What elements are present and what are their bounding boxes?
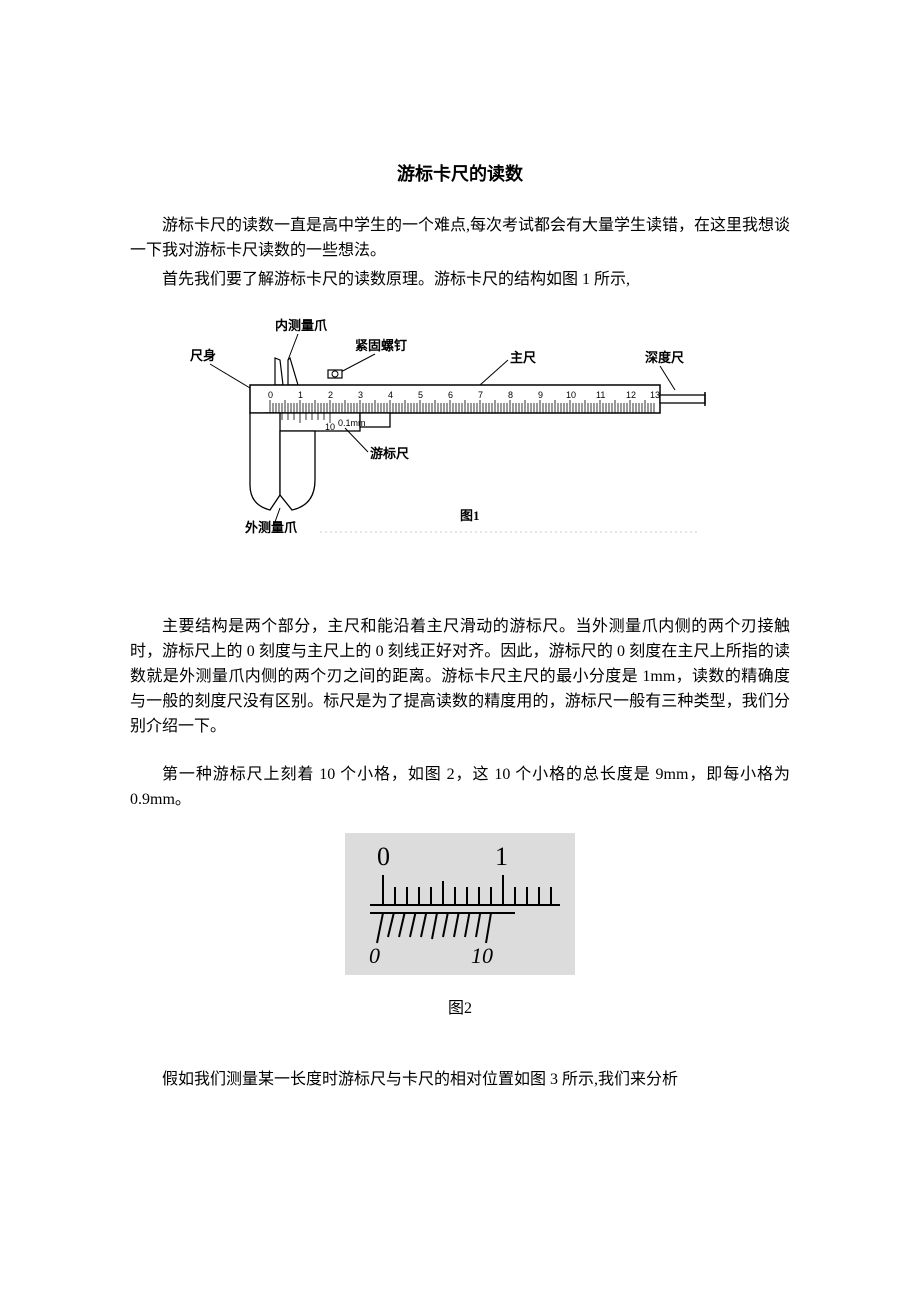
main-tick-5: 5 — [418, 390, 423, 400]
precision-label: 0.1mm — [338, 418, 366, 428]
label-outer-jaw: 外测量爪 — [244, 520, 298, 535]
figure-1: 尺身 内测量爪 紧固螺钉 主尺 深度尺 — [130, 310, 790, 545]
label-vernier-scale: 游标尺 — [370, 446, 409, 461]
page-title: 游标卡尺的读数 — [130, 160, 790, 186]
main-tick-9: 9 — [538, 390, 543, 400]
label-body: 尺身 — [190, 348, 216, 363]
main-tick-2: 2 — [328, 390, 333, 400]
fig2-top-0: 0 — [377, 842, 390, 871]
label-lock-screw: 紧固螺钉 — [355, 338, 407, 353]
figure-1-caption: 图1 — [460, 508, 480, 523]
main-tick-11: 11 — [596, 390, 605, 400]
paragraph-4: 第一种游标尺上刻着 10 个小格，如图 2，这 10 个小格的总长度是 9mm，… — [130, 763, 790, 813]
main-tick-1: 1 — [298, 390, 303, 400]
main-tick-6: 6 — [448, 390, 453, 400]
figure-2-box: 0 1 — [345, 833, 575, 975]
paragraph-5: 假如我们测量某一长度时游标尺与卡尺的相对位置如图 3 所示,我们来分析 — [130, 1068, 790, 1093]
vernier-tick-10: 10 — [325, 422, 335, 432]
paragraph-3: 主要结构是两个部分，主尺和能沿着主尺滑动的游标尺。当外测量爪内侧的两个刃接触时，… — [130, 615, 790, 739]
main-tick-7: 7 — [478, 390, 483, 400]
main-tick-0: 0 — [268, 390, 273, 400]
document-page: 游标卡尺的读数 游标卡尺的读数一直是高中学生的一个难点,每次考试都会有大量学生读… — [0, 0, 920, 1177]
main-tick-13: 13 — [650, 390, 660, 400]
label-inner-jaw: 内测量爪 — [275, 318, 328, 333]
main-tick-10: 10 — [566, 390, 576, 400]
fig2-bottom-10: 10 — [471, 943, 493, 968]
main-tick-4: 4 — [388, 390, 393, 400]
paragraph-1: 游标卡尺的读数一直是高中学生的一个难点,每次考试都会有大量学生读错，在这里我想谈… — [130, 214, 790, 264]
paragraph-2: 首先我们要了解游标卡尺的读数原理。游标卡尺的结构如图 1 所示, — [130, 268, 790, 293]
main-tick-8: 8 — [508, 390, 513, 400]
main-tick-3: 3 — [358, 390, 363, 400]
label-main-scale: 主尺 — [510, 350, 536, 365]
fig2-top-1: 1 — [495, 842, 508, 871]
figure-2-caption: 图2 — [130, 994, 790, 1018]
figure-2: 0 1 — [130, 833, 790, 1018]
main-tick-12: 12 — [626, 390, 636, 400]
caliper-diagram: 尺身 内测量爪 紧固螺钉 主尺 深度尺 — [180, 310, 740, 540]
label-depth-rod: 深度尺 — [645, 350, 684, 365]
fig2-bottom-0: 0 — [369, 943, 380, 968]
vernier-scale-diagram: 0 1 — [355, 839, 565, 969]
